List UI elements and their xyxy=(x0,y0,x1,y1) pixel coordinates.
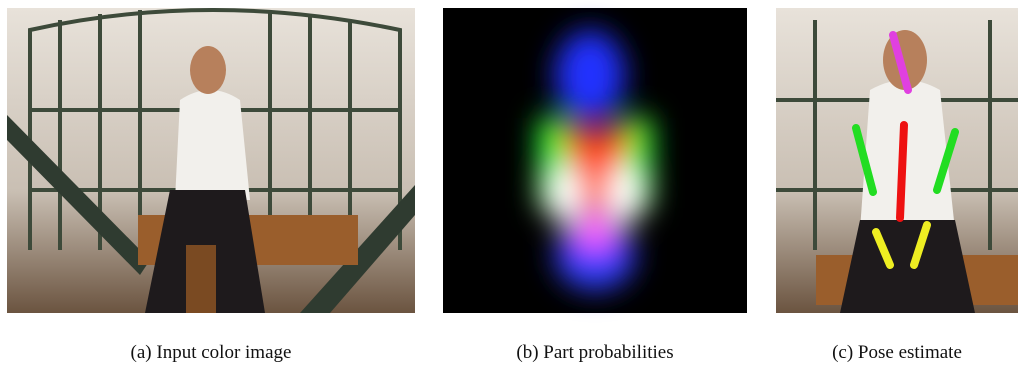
input-image xyxy=(7,8,415,313)
probability-map xyxy=(443,8,747,313)
figure-images xyxy=(0,0,1025,330)
caption: (a) Input color image xyxy=(7,342,415,364)
pose-image xyxy=(776,8,1018,313)
figure: (a) Input color image (b) Part probabili… xyxy=(0,0,1025,381)
caption: (c) Pose estimate xyxy=(776,342,1018,364)
caption: (b) Part probabilities xyxy=(443,342,747,364)
